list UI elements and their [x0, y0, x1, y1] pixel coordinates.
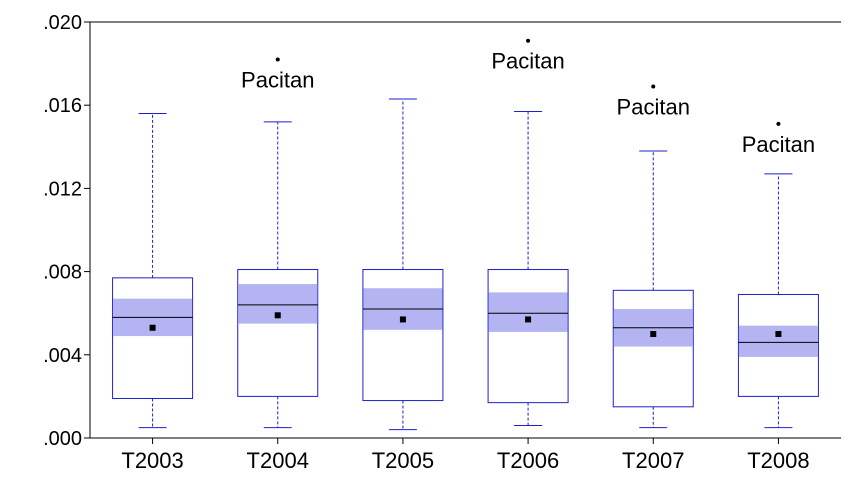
- outlier-point: [776, 121, 781, 126]
- mean-marker: [274, 312, 281, 319]
- outlier-label: Pacitan: [742, 132, 815, 157]
- axes-group: .000 .004 .008 .012 .016 .020 T2003 T2004 T2005 T…: [43, 12, 841, 473]
- x-tick-label: T2004: [247, 448, 309, 473]
- outlier-label: Pacitan: [617, 94, 690, 119]
- x-tick-label: T2005: [372, 448, 434, 473]
- labels-group: Pacitan Pacitan Pacitan Pacitan: [241, 49, 815, 157]
- x-tick-label: T2006: [497, 448, 559, 473]
- box-T2007: [612, 84, 694, 429]
- y-tick-label: .004: [43, 345, 82, 367]
- boxes-group: [112, 38, 819, 431]
- box-T2008: [737, 121, 819, 429]
- outlier-point: [526, 38, 531, 43]
- outlier-label: Pacitan: [241, 67, 314, 92]
- mean-marker: [399, 316, 406, 323]
- mean-marker: [650, 331, 657, 337]
- x-tick-label: T2003: [121, 448, 183, 473]
- box-body: [612, 289, 694, 408]
- y-tick-label: .016: [43, 95, 82, 117]
- y-tick-label: .000: [43, 428, 82, 450]
- box-body: [112, 277, 194, 399]
- mean-marker: [525, 316, 532, 323]
- box-T2005: [362, 98, 444, 431]
- outlier-label: Pacitan: [491, 49, 564, 74]
- x-tick-label: T2007: [622, 448, 684, 473]
- x-tick-label: T2008: [747, 448, 809, 473]
- box-T2003: [112, 113, 194, 429]
- mean-marker: [149, 324, 156, 331]
- outlier-point: [275, 57, 280, 62]
- median-ci-band: [488, 292, 568, 332]
- y-tick-label: .020: [43, 12, 82, 34]
- mean-marker: [775, 331, 782, 337]
- outlier-point: [651, 84, 656, 89]
- box-body: [487, 269, 569, 404]
- y-tick-label: .012: [43, 178, 82, 200]
- y-tick-label: .008: [43, 262, 82, 284]
- box-T2004: [237, 57, 319, 429]
- median-ci-band: [738, 325, 818, 357]
- box-T2006: [487, 38, 569, 427]
